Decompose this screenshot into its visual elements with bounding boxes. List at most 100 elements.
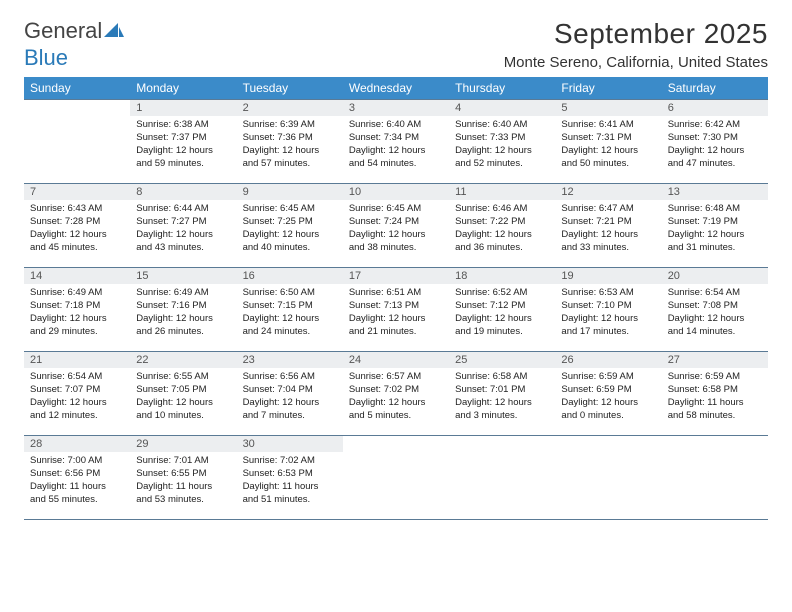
day-number: 30 [237,436,343,452]
sail-icon [104,19,124,45]
day-header: Tuesday [237,77,343,100]
day-details: Sunrise: 6:44 AMSunset: 7:27 PMDaylight:… [130,200,236,258]
day-details: Sunrise: 6:40 AMSunset: 7:34 PMDaylight:… [343,116,449,174]
day-header: Saturday [662,77,768,100]
calendar-cell: 9Sunrise: 6:45 AMSunset: 7:25 PMDaylight… [237,184,343,268]
day-details: Sunrise: 6:45 AMSunset: 7:25 PMDaylight:… [237,200,343,258]
day-number: 7 [24,184,130,200]
day-number: 23 [237,352,343,368]
day-number: 26 [555,352,661,368]
day-details: Sunrise: 6:57 AMSunset: 7:02 PMDaylight:… [343,368,449,426]
day-details: Sunrise: 6:50 AMSunset: 7:15 PMDaylight:… [237,284,343,342]
day-number: 9 [237,184,343,200]
calendar-cell: 15Sunrise: 6:49 AMSunset: 7:16 PMDayligh… [130,268,236,352]
calendar-cell: 16Sunrise: 6:50 AMSunset: 7:15 PMDayligh… [237,268,343,352]
calendar-cell: 12Sunrise: 6:47 AMSunset: 7:21 PMDayligh… [555,184,661,268]
day-details: Sunrise: 6:46 AMSunset: 7:22 PMDaylight:… [449,200,555,258]
calendar-cell: 3Sunrise: 6:40 AMSunset: 7:34 PMDaylight… [343,100,449,184]
day-number: 1 [130,100,236,116]
day-details: Sunrise: 6:49 AMSunset: 7:16 PMDaylight:… [130,284,236,342]
day-details: Sunrise: 7:01 AMSunset: 6:55 PMDaylight:… [130,452,236,510]
day-details: Sunrise: 6:58 AMSunset: 7:01 PMDaylight:… [449,368,555,426]
day-header: Sunday [24,77,130,100]
calendar-cell: 29Sunrise: 7:01 AMSunset: 6:55 PMDayligh… [130,436,236,520]
calendar-cell: 14Sunrise: 6:49 AMSunset: 7:18 PMDayligh… [24,268,130,352]
day-number: 16 [237,268,343,284]
calendar-cell: 10Sunrise: 6:45 AMSunset: 7:24 PMDayligh… [343,184,449,268]
day-number: 17 [343,268,449,284]
calendar-cell: 28Sunrise: 7:00 AMSunset: 6:56 PMDayligh… [24,436,130,520]
day-details: Sunrise: 6:42 AMSunset: 7:30 PMDaylight:… [662,116,768,174]
calendar-cell: 27Sunrise: 6:59 AMSunset: 6:58 PMDayligh… [662,352,768,436]
calendar-cell: 4Sunrise: 6:40 AMSunset: 7:33 PMDaylight… [449,100,555,184]
day-number: 12 [555,184,661,200]
calendar-cell: 13Sunrise: 6:48 AMSunset: 7:19 PMDayligh… [662,184,768,268]
day-header: Friday [555,77,661,100]
calendar-cell: 20Sunrise: 6:54 AMSunset: 7:08 PMDayligh… [662,268,768,352]
day-number: 22 [130,352,236,368]
calendar-cell: 22Sunrise: 6:55 AMSunset: 7:05 PMDayligh… [130,352,236,436]
page-title: September 2025 [504,18,768,50]
calendar-cell: 26Sunrise: 6:59 AMSunset: 6:59 PMDayligh… [555,352,661,436]
day-number: 15 [130,268,236,284]
day-details: Sunrise: 6:38 AMSunset: 7:37 PMDaylight:… [130,116,236,174]
day-number: 25 [449,352,555,368]
day-number: 5 [555,100,661,116]
calendar-cell [662,436,768,520]
day-number: 24 [343,352,449,368]
day-details: Sunrise: 6:53 AMSunset: 7:10 PMDaylight:… [555,284,661,342]
calendar-cell: 21Sunrise: 6:54 AMSunset: 7:07 PMDayligh… [24,352,130,436]
day-details: Sunrise: 6:45 AMSunset: 7:24 PMDaylight:… [343,200,449,258]
calendar-table: SundayMondayTuesdayWednesdayThursdayFrid… [24,77,768,520]
day-number: 28 [24,436,130,452]
day-details: Sunrise: 6:39 AMSunset: 7:36 PMDaylight:… [237,116,343,174]
day-details: Sunrise: 6:43 AMSunset: 7:28 PMDaylight:… [24,200,130,258]
calendar-cell: 11Sunrise: 6:46 AMSunset: 7:22 PMDayligh… [449,184,555,268]
day-header: Thursday [449,77,555,100]
brand-part2: Blue [24,45,68,70]
day-number: 4 [449,100,555,116]
calendar-cell: 19Sunrise: 6:53 AMSunset: 7:10 PMDayligh… [555,268,661,352]
calendar-cell: 25Sunrise: 6:58 AMSunset: 7:01 PMDayligh… [449,352,555,436]
day-number: 29 [130,436,236,452]
calendar-cell: 5Sunrise: 6:41 AMSunset: 7:31 PMDaylight… [555,100,661,184]
day-number: 10 [343,184,449,200]
day-number: 6 [662,100,768,116]
calendar-cell: 17Sunrise: 6:51 AMSunset: 7:13 PMDayligh… [343,268,449,352]
calendar-cell: 6Sunrise: 6:42 AMSunset: 7:30 PMDaylight… [662,100,768,184]
day-header: Wednesday [343,77,449,100]
brand-part1: General [24,18,102,43]
calendar-cell [343,436,449,520]
day-number: 19 [555,268,661,284]
location-text: Monte Sereno, California, United States [504,54,768,71]
day-number: 11 [449,184,555,200]
day-details: Sunrise: 7:02 AMSunset: 6:53 PMDaylight:… [237,452,343,510]
calendar-cell: 18Sunrise: 6:52 AMSunset: 7:12 PMDayligh… [449,268,555,352]
calendar-cell: 2Sunrise: 6:39 AMSunset: 7:36 PMDaylight… [237,100,343,184]
brand-logo: General Blue [24,18,126,71]
day-details: Sunrise: 6:51 AMSunset: 7:13 PMDaylight:… [343,284,449,342]
day-details: Sunrise: 6:40 AMSunset: 7:33 PMDaylight:… [449,116,555,174]
day-details: Sunrise: 6:59 AMSunset: 6:58 PMDaylight:… [662,368,768,426]
day-details: Sunrise: 6:41 AMSunset: 7:31 PMDaylight:… [555,116,661,174]
day-details: Sunrise: 6:47 AMSunset: 7:21 PMDaylight:… [555,200,661,258]
calendar-cell [555,436,661,520]
day-header: Monday [130,77,236,100]
calendar-cell: 7Sunrise: 6:43 AMSunset: 7:28 PMDaylight… [24,184,130,268]
day-details: Sunrise: 6:54 AMSunset: 7:07 PMDaylight:… [24,368,130,426]
day-number: 2 [237,100,343,116]
day-number: 8 [130,184,236,200]
day-details: Sunrise: 6:54 AMSunset: 7:08 PMDaylight:… [662,284,768,342]
day-number: 27 [662,352,768,368]
day-details: Sunrise: 6:55 AMSunset: 7:05 PMDaylight:… [130,368,236,426]
day-details: Sunrise: 6:59 AMSunset: 6:59 PMDaylight:… [555,368,661,426]
calendar-cell [449,436,555,520]
calendar-cell [24,100,130,184]
calendar-cell: 8Sunrise: 6:44 AMSunset: 7:27 PMDaylight… [130,184,236,268]
day-details: Sunrise: 6:56 AMSunset: 7:04 PMDaylight:… [237,368,343,426]
day-details: Sunrise: 7:00 AMSunset: 6:56 PMDaylight:… [24,452,130,510]
day-number: 13 [662,184,768,200]
day-number: 3 [343,100,449,116]
calendar-cell: 23Sunrise: 6:56 AMSunset: 7:04 PMDayligh… [237,352,343,436]
day-number: 14 [24,268,130,284]
